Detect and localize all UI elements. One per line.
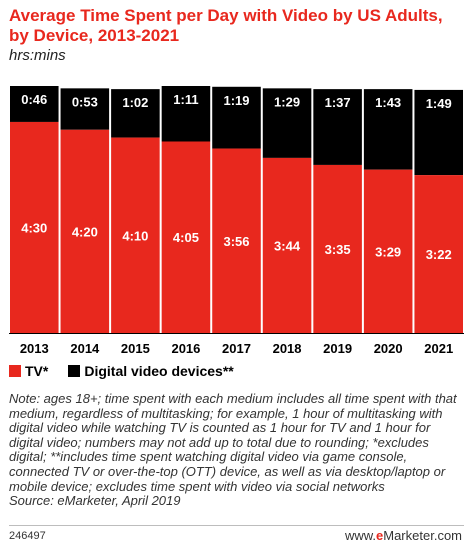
label-digital-2020: 1:43 (375, 95, 401, 110)
bar-digital-2021 (414, 89, 463, 176)
bar-digital-2017 (212, 86, 261, 149)
label-digital-2016: 1:11 (173, 92, 198, 107)
x-tick-2019: 2019 (323, 341, 352, 356)
bar-tv-2014 (60, 129, 110, 333)
label-digital-2017: 1:19 (223, 93, 249, 108)
x-tick-2017: 2017 (222, 341, 251, 356)
legend-swatch-digital (68, 365, 81, 377)
bar-digital-2014 (60, 88, 110, 130)
legend-swatch-tv (9, 365, 21, 377)
bar-digital-2018 (262, 88, 312, 158)
note-text: Note: ages 18+; time spent with each med… (9, 391, 457, 494)
label-tv-2020: 3:29 (375, 244, 401, 259)
bar-digital-2013 (10, 86, 59, 122)
legend-item-digital: Digital video devices** (68, 363, 234, 379)
label-digital-2014: 0:53 (72, 94, 98, 109)
bar-tv-2015 (111, 137, 160, 333)
x-tick-2021: 2021 (424, 341, 453, 356)
x-tick-2020: 2020 (374, 341, 403, 356)
label-tv-2013: 4:30 (21, 220, 47, 235)
legend-label-tv: TV* (25, 363, 49, 379)
bar-tv-2021 (414, 175, 463, 333)
brand-e: e (376, 528, 384, 543)
bar-tv-2017 (212, 148, 261, 333)
footer-divider (9, 525, 464, 526)
bar-digital-2019 (313, 89, 362, 165)
label-tv-2015: 4:10 (122, 228, 148, 243)
label-tv-2019: 3:35 (325, 242, 351, 257)
brand-prefix: www. (344, 528, 377, 543)
label-digital-2015: 1:02 (122, 95, 148, 110)
bar-digital-2020 (363, 89, 413, 170)
legend: TV* Digital video devices** (9, 363, 254, 379)
bar-tv-2020 (363, 169, 413, 333)
label-tv-2017: 3:56 (223, 234, 249, 249)
bar-digital-2015 (111, 89, 160, 138)
x-tick-2016: 2016 (171, 341, 200, 356)
label-digital-2019: 1:37 (325, 95, 351, 110)
chart-subtitle: hrs:mins (9, 47, 66, 64)
label-tv-2016: 4:05 (173, 230, 199, 245)
label-tv-2021: 3:22 (426, 247, 452, 262)
x-tick-2015: 2015 (121, 341, 150, 356)
bar-tv-2018 (262, 157, 312, 333)
bar-digital-2016 (161, 86, 211, 142)
chart-id: 246497 (9, 530, 46, 542)
chart-title: Average Time Spent per Day with Video by… (9, 6, 443, 45)
brand-suffix: .com (433, 528, 462, 543)
x-tick-2013: 2013 (20, 341, 49, 356)
bar-tv-2013 (10, 121, 59, 334)
brand-link[interactable]: www.eMarketer.com (345, 528, 462, 543)
label-tv-2018: 3:44 (274, 238, 301, 253)
label-digital-2018: 1:29 (274, 94, 300, 109)
source-text: Source: eMarketer, April 2019 (9, 493, 181, 509)
bar-tv-2016 (161, 141, 211, 333)
label-digital-2013: 0:46 (21, 92, 47, 107)
brand-name: Marketer (383, 528, 434, 543)
footnote: Note: ages 18+; time spent with each med… (9, 391, 464, 509)
label-digital-2021: 1:49 (426, 96, 452, 111)
legend-item-tv: TV* (9, 363, 48, 379)
legend-label-digital: Digital video devices** (84, 363, 234, 379)
x-tick-2014: 2014 (70, 341, 100, 356)
x-tick-2018: 2018 (273, 341, 302, 356)
bar-tv-2019 (313, 164, 362, 333)
label-tv-2014: 4:20 (72, 224, 98, 239)
